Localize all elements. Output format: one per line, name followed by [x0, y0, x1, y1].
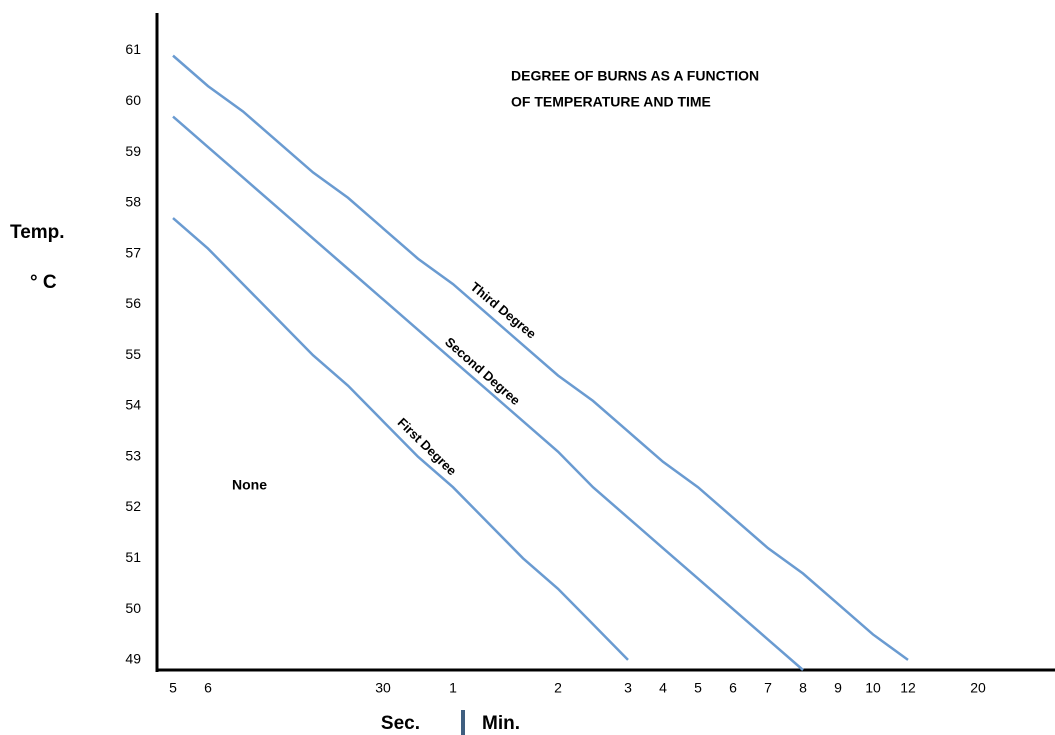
y-tick-label: 55	[125, 346, 141, 362]
series-line	[172, 217, 629, 661]
x-tick-label: 2	[554, 680, 562, 696]
x-tick-label: 9	[834, 680, 842, 696]
y-tick-label: 61	[125, 41, 141, 57]
y-tick-label: 59	[125, 143, 141, 159]
x-tick-label: 3	[624, 680, 632, 696]
x-tick-label: 5	[169, 680, 177, 696]
y-tick-label: 49	[125, 651, 141, 667]
x-tick-label: 10	[865, 680, 881, 696]
series-line	[172, 54, 909, 661]
series-label: Third Degree	[468, 279, 539, 342]
x-axis-label: Min.	[482, 713, 520, 734]
y-tick-label: 50	[125, 600, 141, 616]
x-tick-label: 6	[729, 680, 737, 696]
x-axis-label: Sec.	[381, 713, 420, 734]
x-tick-label: 7	[764, 680, 772, 696]
series-label: Second Degree	[442, 334, 523, 408]
y-tick-label: 54	[125, 397, 141, 413]
x-tick-label: 1	[449, 680, 457, 696]
series-line	[172, 115, 804, 671]
series-label: First Degree	[395, 415, 460, 479]
y-tick-label: 53	[125, 447, 141, 463]
y-axis-label: ° C	[30, 272, 57, 293]
annotation: None	[232, 477, 267, 493]
unit-separator	[461, 710, 465, 735]
chart-title: OF TEMPERATURE AND TIME	[511, 94, 711, 110]
x-tick-label: 4	[659, 680, 667, 696]
y-tick-label: 51	[125, 549, 141, 565]
x-tick-label: 30	[375, 680, 391, 696]
x-tick-label: 5	[694, 680, 702, 696]
x-tick-label: 6	[204, 680, 212, 696]
x-tick-label: 20	[970, 680, 986, 696]
x-tick-label: 12	[900, 680, 916, 696]
chart-title: DEGREE OF BURNS AS A FUNCTION	[511, 68, 759, 84]
y-axis-label: Temp.	[10, 222, 65, 243]
y-tick-label: 58	[125, 194, 141, 210]
y-tick-label: 57	[125, 244, 141, 260]
y-tick-label: 56	[125, 295, 141, 311]
y-tick-label: 52	[125, 498, 141, 514]
y-tick-label: 60	[125, 92, 141, 108]
x-tick-label: 8	[799, 680, 807, 696]
